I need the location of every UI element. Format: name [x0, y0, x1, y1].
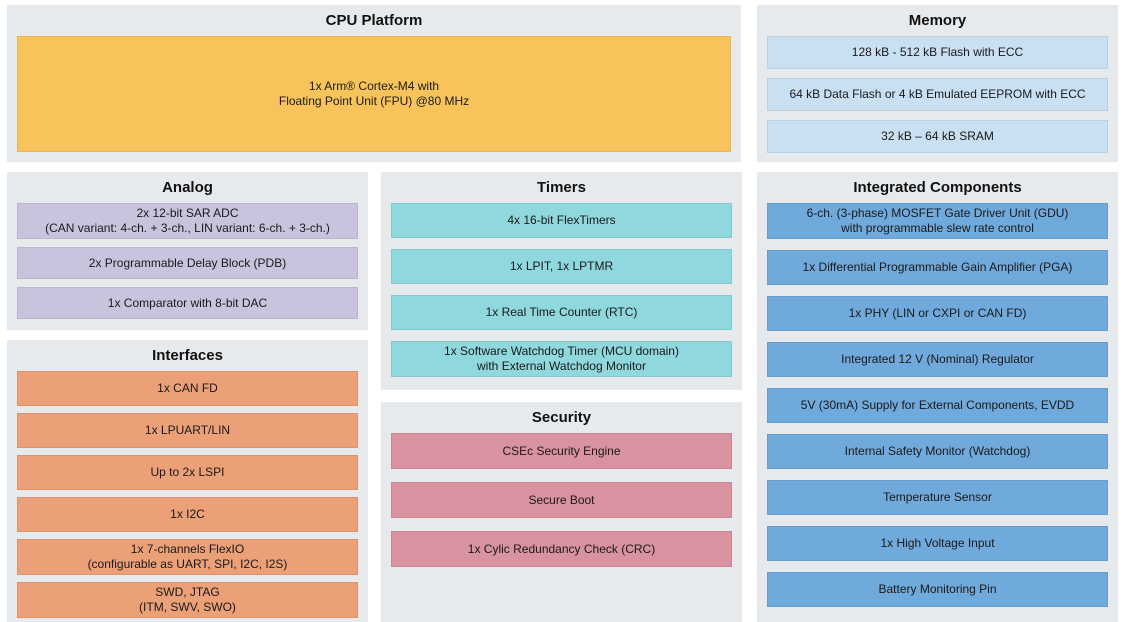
section-memory: Memory 128 kB - 512 kB Flash with ECC 64 … — [757, 5, 1118, 162]
section-title-memory: Memory — [908, 12, 967, 29]
section-title-integrated-components: Integrated Components — [853, 179, 1022, 196]
component-block: Integrated 12 V (Nominal) Regulator — [767, 342, 1108, 377]
component-block: 1x Comparator with 8-bit DAC — [17, 287, 358, 319]
component-block: 1x LPUART/LIN — [17, 413, 358, 448]
section-interfaces: Interfaces 1x CAN FD 1x LPUART/LIN Up to 2… — [7, 340, 368, 622]
component-block: 5V (30mA) Supply for External Components… — [767, 388, 1108, 423]
section-timers: Timers 4x 16-bit FlexTimers 1x LPIT, 1x L… — [381, 172, 742, 390]
component-block: 1x Real Time Counter (RTC) — [391, 295, 732, 330]
component-block: 1x High Voltage Input — [767, 526, 1108, 561]
component-block: CSEc Security Engine — [391, 433, 732, 469]
section-integrated-components: Integrated Components 6-ch. (3-phase) MO… — [757, 172, 1118, 622]
section-title-cpu-platform: CPU Platform — [325, 12, 423, 29]
section-analog: Analog 2x 12-bit SAR ADC (CAN variant: 4… — [7, 172, 368, 330]
component-block: 2x 12-bit SAR ADC (CAN variant: 4-ch. + … — [17, 203, 358, 239]
component-block: 1x Arm® Cortex-M4 with Floating Point Un… — [17, 36, 731, 152]
component-block: 1x I2C — [17, 497, 358, 532]
analog-block-list: 2x 12-bit SAR ADC (CAN variant: 4-ch. + … — [17, 203, 358, 320]
component-block: Secure Boot — [391, 482, 732, 518]
component-block: SWD, JTAG (ITM, SWV, SWO) — [17, 582, 358, 618]
section-title-analog: Analog — [162, 179, 213, 196]
component-block: 1x CAN FD — [17, 371, 358, 406]
component-block: 1x PHY (LIN or CXPI or CAN FD) — [767, 296, 1108, 331]
section-title-security: Security — [531, 409, 592, 426]
component-block: 1x 7-channels FlexIO (configurable as UA… — [17, 539, 358, 575]
component-block: 1x LPIT, 1x LPTMR — [391, 249, 732, 284]
timers-block-list: 4x 16-bit FlexTimers 1x LPIT, 1x LPTMR 1x … — [391, 203, 732, 380]
component-block: 6-ch. (3-phase) MOSFET Gate Driver Unit … — [767, 203, 1108, 239]
component-block: Up to 2x LSPI — [17, 455, 358, 490]
component-block: Temperature Sensor — [767, 480, 1108, 515]
integrated-block-list: 6-ch. (3-phase) MOSFET Gate Driver Unit … — [767, 203, 1108, 612]
component-block: 1x Cylic Redundancy Check (CRC) — [391, 531, 732, 567]
component-block: 4x 16-bit FlexTimers — [391, 203, 732, 238]
section-title-timers: Timers — [537, 179, 586, 196]
section-cpu-platform: CPU Platform 1x Arm® Cortex-M4 with Floa… — [7, 5, 741, 162]
component-block: 128 kB - 512 kB Flash with ECC — [767, 36, 1108, 69]
interfaces-block-list: 1x CAN FD 1x LPUART/LIN Up to 2x LSPI 1x I2… — [17, 371, 358, 618]
component-block: Battery Monitoring Pin — [767, 572, 1108, 607]
component-block: 1x Differential Programmable Gain Amplif… — [767, 250, 1108, 285]
component-block: 64 kB Data Flash or 4 kB Emulated EEPROM… — [767, 78, 1108, 111]
memory-block-list: 128 kB - 512 kB Flash with ECC 64 kB Data… — [767, 36, 1108, 153]
section-title-interfaces: Interfaces — [152, 347, 223, 364]
component-block: 32 kB – 64 kB SRAM — [767, 120, 1108, 153]
component-block: 2x Programmable Delay Block (PDB) — [17, 247, 358, 279]
cpu-block-list: 1x Arm® Cortex-M4 with Floating Point Un… — [17, 36, 731, 152]
section-security: Security CSEc Security Engine Secure Boot… — [381, 402, 742, 622]
component-block: Internal Safety Monitor (Watchdog) — [767, 434, 1108, 469]
security-block-list: CSEc Security Engine Secure Boot 1x Cylic … — [391, 433, 732, 612]
component-block: 1x Software Watchdog Timer (MCU domain) … — [391, 341, 732, 377]
